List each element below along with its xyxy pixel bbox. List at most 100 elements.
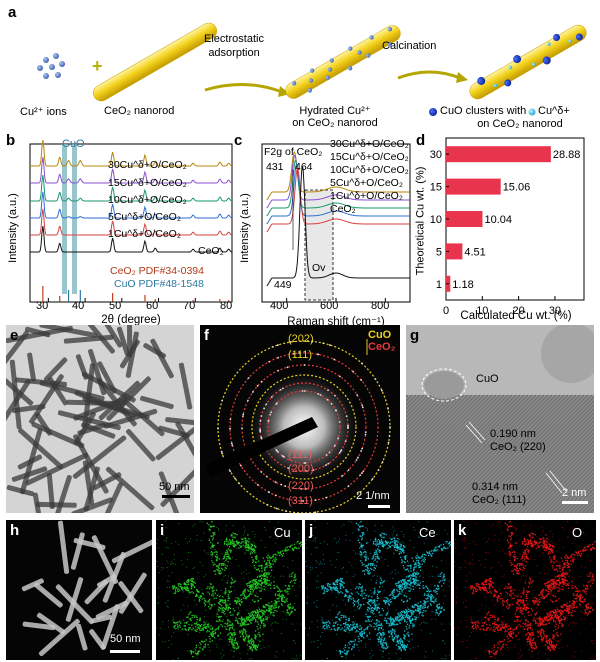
f-legend-cuo: CuO <box>368 329 392 341</box>
b-xlabel: 2θ (degree) <box>101 314 161 326</box>
f-legend-ceo2: CeO₂ <box>368 341 396 353</box>
g-d2b: CeO₂ (111) <box>472 494 526 506</box>
bar-chart: 28.88 30 15.06 15 10.04 10 4.51 5 1.18 1 0 10 20 30 <box>430 137 585 317</box>
c-series-0: 30Cu^δ+O/CeO₂ <box>330 138 409 150</box>
b-series-0: 30Cu^δ+O/CeO₂ <box>108 159 187 171</box>
bar-5 <box>446 243 463 260</box>
d-ylabel: Theoretical Cu wt. (%) <box>414 166 427 276</box>
eds-map-cu: i Cu <box>156 520 302 660</box>
ov-label: Ov <box>312 262 326 274</box>
bar-value-5: 4.51 <box>464 246 485 258</box>
pdf1-label: CeO₂ PDF#34-0394 <box>110 265 204 277</box>
arrow1-label-2: adsorption <box>208 47 260 59</box>
c-xtick-2: 800 <box>371 300 390 312</box>
j-element: Ce <box>419 525 436 540</box>
g-d2: 0.314 nm <box>472 481 518 493</box>
tem-image-e: e 50 nm <box>6 325 194 513</box>
c-series-3: 5Cu^δ+O/CeO₂ <box>330 177 403 189</box>
bar-category-10: 10 <box>430 214 442 226</box>
d-xtick-0: 0 <box>443 305 449 317</box>
cuo-tag: CuO <box>62 138 85 150</box>
b-series-2: 10Cu^δ+O/CeO₂ <box>108 194 187 206</box>
panel-label-a: a <box>8 4 17 21</box>
f-ring-111r: (111) <box>288 449 313 461</box>
bar-category-15: 15 <box>430 182 442 194</box>
xrd-line-1 <box>30 156 233 184</box>
d-xtick-30: 30 <box>549 305 561 317</box>
g-d1b: CeO₂ (220) <box>490 441 546 453</box>
xrd-line-0 <box>30 139 233 167</box>
xrd-line-5 <box>30 225 233 253</box>
f2g-label: F2g of CeO₂ <box>264 146 323 158</box>
b-xtick-5: 80 <box>220 300 233 312</box>
hydrated-label-1: Hydrated Cu²⁺ <box>299 105 371 117</box>
g-scale: 2 nm <box>562 487 587 499</box>
bar-category-1: 1 <box>436 279 442 291</box>
b-xtick-0: 30 <box>36 300 49 312</box>
panel-label-k: k <box>458 522 467 539</box>
bar-value-10: 10.04 <box>484 214 512 226</box>
bar-10 <box>446 211 483 227</box>
panel-label-e: e <box>10 327 19 344</box>
hydrated-label-2: on CeO₂ nanorod <box>292 117 378 129</box>
f-ring-111y: (111) <box>288 349 313 361</box>
d-xtick-20: 20 <box>513 305 525 317</box>
panel-label-g: g <box>410 327 420 344</box>
haadf-image-h: h 50 nm <box>6 520 152 660</box>
xrd-line-3 <box>30 191 233 219</box>
c-series-4: 1Cu^δ+O/CeO₂ <box>330 190 403 202</box>
e-scale: 50 nm <box>159 481 190 493</box>
f-ring-200: (200) <box>288 463 314 475</box>
c-series-1: 15Cu^δ+O/CeO₂ <box>330 151 409 163</box>
bar-30 <box>446 146 551 163</box>
eds-map-o: k O <box>454 520 596 660</box>
panel-label-b: b <box>6 132 16 149</box>
bar-value-30: 28.88 <box>553 149 581 161</box>
eds-map-ce: j Ce <box>305 520 451 660</box>
pdf2-label: CuO PDF#48-1548 <box>114 278 204 290</box>
xrd-line-4 <box>30 208 233 236</box>
cuo-band-2 <box>72 144 77 294</box>
panel-label-c: c <box>234 132 243 149</box>
hydrated-nanorod <box>285 25 401 99</box>
calcined-nanorod <box>469 24 587 100</box>
f-ring-220: (220) <box>288 480 314 492</box>
panel-label-d: d <box>416 132 426 149</box>
g-d1: 0.190 nm <box>490 428 536 440</box>
d-xlabel: Calculated Cu wt. (%) <box>460 310 572 322</box>
g-cuo: CuO <box>476 373 499 385</box>
bar-category-30: 30 <box>430 149 442 161</box>
f-ring-202: (202) <box>288 333 314 345</box>
clusters-label-1: CuO clusters with <box>440 105 527 117</box>
plus-sign: + <box>92 56 103 76</box>
c-xtick-0: 400 <box>270 300 289 312</box>
b-series-1: 15Cu^δ+O/CeO₂ <box>108 177 187 189</box>
b-xtick-3: 60 <box>146 300 159 312</box>
c-series-5: CeO₂ <box>330 203 356 215</box>
b-xtick-4: 70 <box>183 300 196 312</box>
raman-line-5 <box>266 165 410 287</box>
raman-line-4 <box>266 167 410 233</box>
clusters-label-3: on CeO₂ nanorod <box>477 118 563 130</box>
scheme-svg: + <box>37 22 587 116</box>
xrd-line-2 <box>30 174 233 202</box>
raman-chart <box>261 143 411 303</box>
panel-label-i: i <box>160 522 165 539</box>
b-series-5: CeO₂ <box>198 245 224 257</box>
c-xtick-1: 600 <box>320 300 339 312</box>
ceo2-nanorod <box>93 22 217 102</box>
b-series-3: 5Cu^δ+O/CeO₂ <box>108 211 181 223</box>
cuo-band-1 <box>62 144 67 294</box>
nanorod-label: CeO₂ nanorod <box>104 105 175 117</box>
raman-line-3 <box>266 162 410 225</box>
peak-449: 449 <box>274 279 292 291</box>
clusters-label-2: Cu^δ+ <box>538 105 570 117</box>
f-scale: 2 1/nm <box>356 490 390 502</box>
saed-image-f: f CuO CeO₂ (202) (111) (111) (200) (220)… <box>200 325 400 513</box>
bar-value-1: 1.18 <box>452 279 473 291</box>
arrow2-label: Calcination <box>382 40 437 52</box>
raman-line-2 <box>266 159 410 217</box>
cu-ion-dots <box>37 53 65 79</box>
raman-line-1 <box>266 154 410 209</box>
cu-ions-label: Cu²⁺ ions <box>20 106 67 118</box>
